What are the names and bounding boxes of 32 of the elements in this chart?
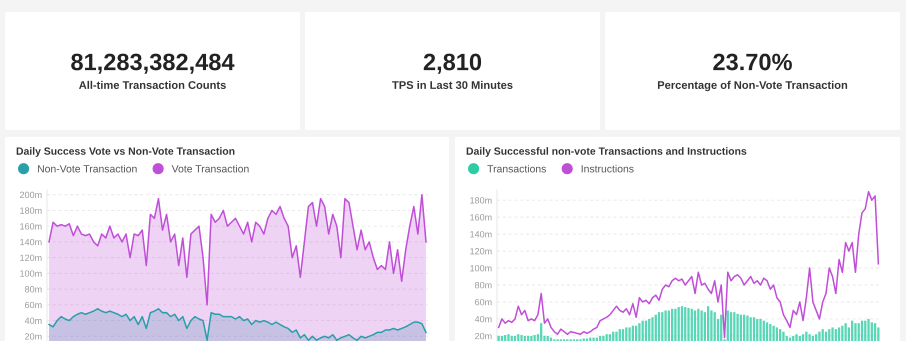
y-tick-label: 80m — [24, 286, 42, 292]
y-tick-label: 80m — [474, 282, 492, 288]
y-tick-label: 180m — [20, 207, 42, 214]
text: Percentage of Non-Vote Transaction — [658, 80, 848, 92]
legend-label: Transactions — [487, 164, 546, 172]
chart-title: Daily Successful non-vote Transactions and Instructions — [466, 147, 746, 157]
text: All-time Transaction Counts — [79, 80, 226, 89]
y-tick-label: 160m — [20, 223, 42, 230]
legend-label: Non-Vote Transaction — [38, 164, 137, 172]
y-tick-label: 20m — [25, 333, 42, 340]
y-tick-label: 100m — [20, 270, 42, 277]
y-tick-label: 100m — [470, 265, 492, 272]
y-tick-label: 180m — [470, 197, 492, 204]
y-tick-label: 60m — [25, 302, 42, 308]
y-tick-label: 20m — [475, 332, 492, 340]
y-tick-label: 200m — [20, 192, 42, 198]
y-tick-label: 40m — [24, 318, 42, 324]
chart-title: Daily Success Vote vs Non-Vote Transaction — [16, 147, 234, 157]
y-tick-label: 140m — [470, 231, 492, 238]
text: 81,283,382,484 — [71, 54, 234, 74]
y-tick-label: 120m — [470, 248, 492, 254]
line-series — [498, 190, 880, 338]
y-tick-label: 40m — [474, 316, 492, 322]
text: 2,810 — [424, 54, 482, 74]
y-tick-label: 60m — [475, 298, 492, 306]
text: 23.70% — [713, 54, 792, 70]
y-tick-label: 120m — [20, 254, 42, 261]
legend-label: Vote Transaction — [172, 164, 249, 172]
legend-label: Instructions — [582, 164, 634, 172]
y-tick-label: 140m — [20, 238, 42, 246]
y-tick-label: 160m — [470, 214, 492, 221]
text: TPS in Last 30 Minutes — [392, 80, 513, 89]
